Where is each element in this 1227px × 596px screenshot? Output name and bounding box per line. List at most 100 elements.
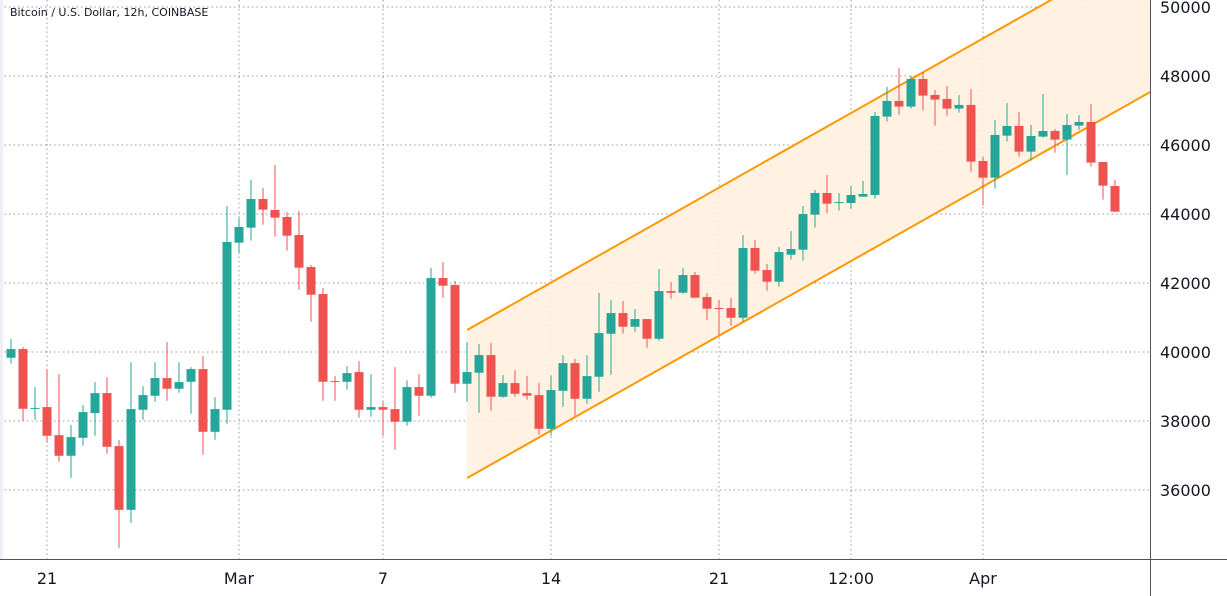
candle <box>798 205 808 261</box>
candle <box>354 361 364 418</box>
candle <box>618 301 628 334</box>
candle <box>390 367 400 450</box>
candle <box>846 185 856 209</box>
candle <box>570 359 580 416</box>
candle-body <box>750 248 760 271</box>
candle <box>30 387 40 420</box>
candle <box>606 300 616 375</box>
candle-body <box>426 278 436 396</box>
candle-body <box>522 393 532 396</box>
candle <box>1038 93 1048 138</box>
candle-body <box>702 297 712 309</box>
x-tick-label: Mar <box>224 569 255 588</box>
candle-body <box>642 319 652 339</box>
candle-body <box>918 78 928 96</box>
candle-body <box>1098 161 1108 186</box>
x-tick-label: 21 <box>709 569 729 588</box>
candle <box>246 179 256 241</box>
left-edge-strip <box>0 0 3 559</box>
candle <box>1098 161 1108 200</box>
candle <box>918 71 928 111</box>
candle-body <box>282 217 292 236</box>
candle-body <box>246 198 256 228</box>
candle <box>102 377 112 454</box>
chart-title: Bitcoin / U.S. Dollar, 12h, COINBASE <box>10 6 209 19</box>
candle-body <box>6 349 16 358</box>
candle <box>750 240 760 274</box>
candle-body <box>498 383 508 397</box>
candle-body <box>150 378 160 396</box>
candle-body <box>966 104 976 162</box>
candle <box>114 440 124 548</box>
candle <box>822 174 832 213</box>
candle-body <box>1074 121 1084 126</box>
candle <box>894 67 904 115</box>
candle-body <box>630 319 640 327</box>
candle-body <box>858 193 868 197</box>
candle-body <box>1086 121 1096 163</box>
candle-body <box>666 291 676 293</box>
candle-body <box>594 333 604 377</box>
candle-body <box>114 446 124 510</box>
candle-body <box>1038 130 1048 137</box>
y-tick-label: 40000 <box>1160 343 1211 362</box>
candle-body <box>366 407 376 410</box>
candle <box>330 376 340 401</box>
x-tick-label: 21 <box>37 569 57 588</box>
candle-body <box>54 435 64 456</box>
candle <box>702 293 712 320</box>
candle <box>174 362 184 393</box>
candle-body <box>1110 185 1120 212</box>
candle-body <box>570 363 580 399</box>
candle <box>1074 114 1084 130</box>
candle <box>6 339 16 364</box>
candle-body <box>186 369 196 382</box>
candle <box>318 288 328 401</box>
candle <box>234 218 244 254</box>
candle-body <box>90 393 100 414</box>
candle <box>594 293 604 392</box>
candle <box>1062 113 1072 175</box>
candle <box>1050 128 1060 153</box>
y-tick-label: 44000 <box>1160 205 1211 224</box>
candle <box>654 269 664 341</box>
candle <box>126 362 136 523</box>
y-tick-label: 48000 <box>1160 67 1211 86</box>
candle <box>186 367 196 414</box>
candle <box>294 210 304 290</box>
candle <box>66 425 76 478</box>
candle <box>942 85 952 116</box>
candle <box>258 187 268 225</box>
candle-body <box>786 249 796 255</box>
candle-body <box>738 248 748 318</box>
candle <box>558 355 568 407</box>
candle <box>402 380 412 426</box>
candle-body <box>18 349 28 409</box>
candle-body <box>66 437 76 456</box>
candle-body <box>378 407 388 410</box>
candle <box>810 189 820 228</box>
x-tick-label: 14 <box>541 569 561 588</box>
candle <box>786 231 796 260</box>
ascending-channel[interactable] <box>466 0 1151 480</box>
candle-body <box>30 407 40 409</box>
candle-body <box>438 278 448 286</box>
candle-body <box>1026 135 1036 152</box>
candle <box>78 405 88 446</box>
candle <box>150 362 160 402</box>
x-tick-label: Apr <box>969 569 997 588</box>
candle-body <box>534 395 544 429</box>
candle <box>642 319 652 348</box>
candle-body <box>558 363 568 391</box>
candle <box>282 211 292 251</box>
candle-body <box>402 387 412 422</box>
channel-upper-line[interactable] <box>466 0 1151 331</box>
candle <box>738 235 748 322</box>
candle-body <box>846 194 856 203</box>
channel-lower-line[interactable] <box>466 90 1151 480</box>
candle-body <box>1050 130 1060 140</box>
candle <box>270 164 280 237</box>
candle-body <box>342 373 352 382</box>
